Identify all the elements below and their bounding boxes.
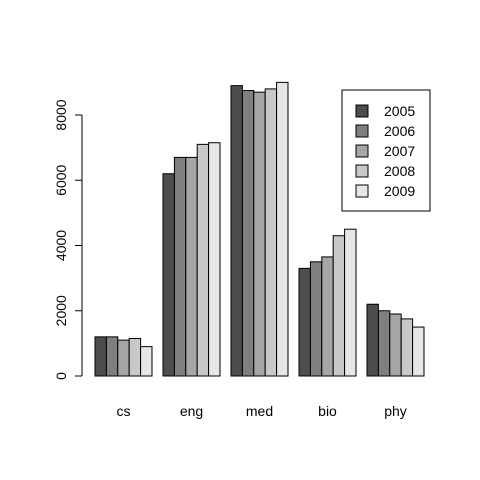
bar-bio-2005 [298,267,311,377]
legend-swatch-2005 [355,104,369,118]
bars-group [94,81,425,377]
y-tick-label: 4000 [53,230,69,261]
legend-swatch-2008 [355,164,369,178]
bar-phy-2005 [366,303,379,377]
bar-phy-2007 [389,313,402,377]
y-tick-label: 6000 [53,164,69,195]
bar-cs-2006 [105,336,119,377]
category-label-cs: cs [117,403,131,419]
legend: 2005 2006 2007 2008 2009 [341,89,431,212]
category-label-eng: eng [180,403,203,419]
bar-eng-2007 [185,156,198,377]
y-axis: 0 2000 4000 6000 8000 [53,99,83,380]
bar-eng-2006 [173,156,187,377]
legend-label-2009: 2009 [384,183,415,199]
bar-med-2008 [264,88,278,377]
bar-med-2007 [253,91,266,377]
bar-phy-2009 [412,326,425,377]
bar-med-2005 [230,85,243,377]
y-tick-label: 2000 [53,295,69,326]
bar-eng-2005 [162,173,175,377]
bar-bio-2006 [309,261,323,377]
bar-phy-2006 [377,310,391,377]
bar-cs-2005 [94,336,107,377]
bar-bio-2008 [332,235,346,377]
category-label-med: med [246,403,273,419]
bar-bio-2007 [321,256,334,377]
bar-bio-2009 [344,228,357,377]
legend-label-2008: 2008 [384,163,415,179]
bar-med-2006 [241,90,255,377]
legend-swatch-2007 [355,144,369,158]
bar-cs-2008 [128,337,142,377]
x-axis-labels: cs eng med bio phy [117,403,407,419]
legend-swatch-2009 [355,184,369,198]
legend-label-2007: 2007 [384,143,415,159]
y-tick-label: 8000 [53,99,69,130]
bar-phy-2008 [400,318,414,377]
bar-cs-2009 [140,346,153,377]
legend-swatch-2006 [355,124,369,138]
legend-label-2005: 2005 [384,103,415,119]
bar-med-2009 [276,81,289,377]
bar-cs-2007 [117,339,130,377]
legend-label-2006: 2006 [384,123,415,139]
category-label-phy: phy [384,403,407,419]
bar-eng-2008 [196,143,210,377]
category-label-bio: bio [318,403,337,419]
bar-eng-2009 [208,142,221,377]
y-tick-label: 0 [53,372,69,380]
